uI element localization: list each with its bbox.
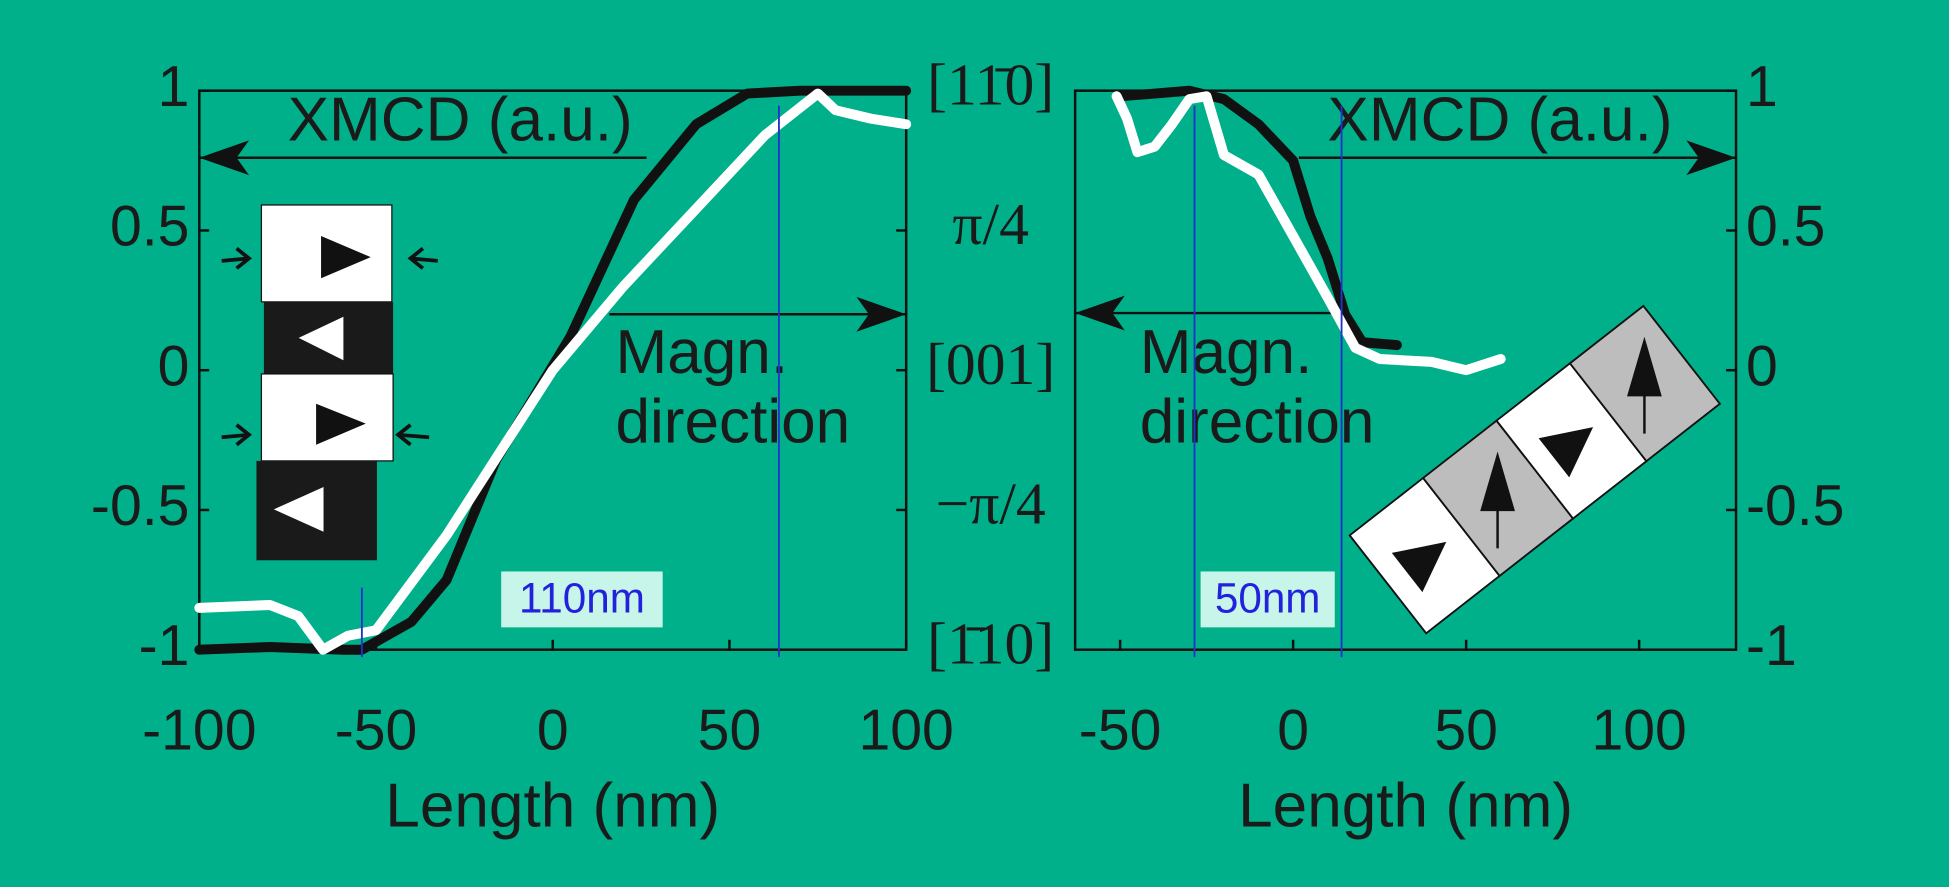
- direction-label: Magn.: [1140, 318, 1313, 387]
- domain-inset-right: [1348, 304, 1722, 635]
- x-tick-label: 0: [537, 698, 569, 762]
- y-tick-label: 0: [158, 334, 190, 398]
- y-tick-label: 1: [1746, 55, 1778, 119]
- x-tick-label: -50: [1079, 698, 1162, 762]
- y-tick-label: 1: [158, 55, 190, 119]
- scale-label-box: [501, 571, 663, 628]
- y2-tick-label: [001]: [926, 331, 1055, 397]
- y2-tick-label: [11̄0]: [927, 51, 1054, 117]
- x-tick-label: 100: [1591, 698, 1686, 762]
- x-tick-label: 50: [698, 698, 762, 762]
- y-axis-arrow-head: [1686, 140, 1737, 176]
- direction-label: direction: [1140, 388, 1375, 457]
- x-tick-label: 50: [1434, 698, 1498, 762]
- direction-label: Magn.: [615, 318, 788, 387]
- y-axis-arrow-head: [199, 140, 249, 176]
- x-tick-label: -50: [335, 698, 418, 762]
- y-tick-label: -0.5: [1746, 474, 1844, 538]
- data-line: [1111, 91, 1506, 376]
- x-axis-label: Length (nm): [1238, 771, 1573, 840]
- scale-label: 50nm: [1215, 574, 1321, 621]
- direction-arrow-head: [856, 296, 907, 332]
- direction-label: direction: [615, 388, 850, 457]
- x-tick-label: -100: [142, 698, 256, 762]
- y2-tick-label: π/4: [952, 191, 1028, 257]
- y-tick-label: 0.5: [110, 195, 189, 259]
- y-axis-label: XMCD (a.u.): [288, 86, 633, 155]
- x-tick-label: 0: [1277, 698, 1309, 762]
- scale-label-box: [1200, 571, 1335, 628]
- direction-arrow-head: [1075, 295, 1125, 331]
- y-tick-label: 0: [1746, 334, 1778, 398]
- y-tick-label: -1: [1746, 614, 1797, 678]
- x-axis-label: Length (nm): [385, 771, 720, 840]
- domain-inset-left: [221, 204, 438, 561]
- data-line: [194, 88, 912, 655]
- y-tick-label: -0.5: [91, 474, 189, 538]
- data-line: [1115, 85, 1402, 351]
- y2-tick-label: −π/4: [936, 471, 1046, 537]
- y-tick-label: 0.5: [1746, 195, 1825, 259]
- y-tick-label: -1: [139, 614, 190, 678]
- y-axis-label: XMCD (a.u.): [1327, 86, 1672, 155]
- x-tick-label: 100: [859, 698, 954, 762]
- y2-tick-label: [1̄10]: [927, 610, 1054, 676]
- scale-label: 110nm: [519, 574, 645, 621]
